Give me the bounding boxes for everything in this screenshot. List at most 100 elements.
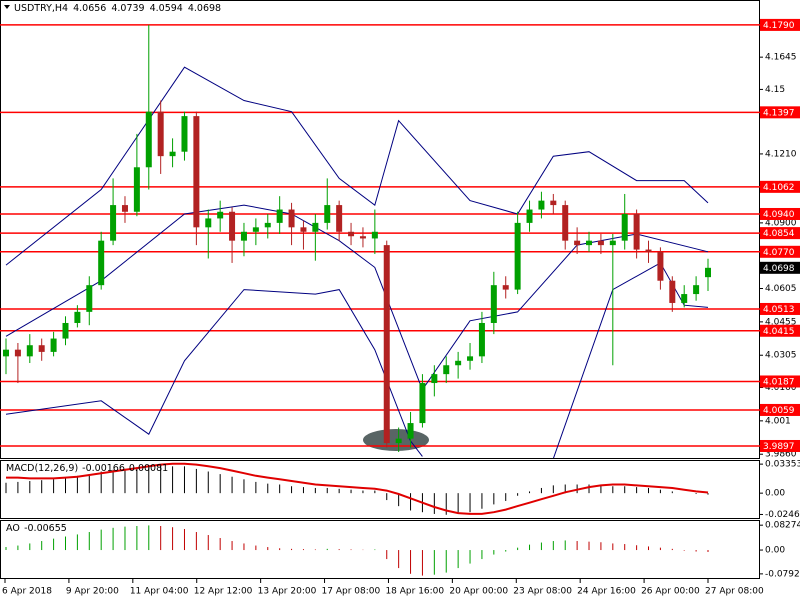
x-tick-label: 12 Apr 12:00 [194, 587, 253, 597]
main-panel [0, 0, 760, 459]
y-tick-label: 4.0455 [765, 317, 797, 327]
level-label: 4.0770 [763, 248, 795, 258]
level-label: 4.1397 [763, 108, 795, 118]
level-label: 4.0187 [763, 377, 795, 387]
chart-title: USDTRY,H4 4.0656 4.0739 4.0594 4.0698 [14, 3, 221, 14]
y-tick-label: 4.0900 [765, 218, 797, 228]
candle-body [693, 285, 700, 295]
y-tick-label: 0.03353 [765, 460, 800, 470]
candle-body [157, 111, 164, 157]
value: 4.0739 [111, 3, 144, 14]
level-box [760, 439, 800, 452]
candle-body [633, 213, 640, 250]
candle-body [205, 218, 212, 228]
value: -0.00166 [82, 463, 125, 474]
level-label: 4.1062 [763, 183, 795, 193]
x-tick-label: 24 Apr 16:00 [577, 587, 636, 597]
candle-body [62, 322, 69, 339]
y-tick-label: 0.00 [765, 489, 785, 499]
value: MACD(12,26,9) [6, 463, 78, 474]
candle-body [348, 231, 355, 237]
candle-body [336, 205, 343, 232]
menu-arrow[interactable] [4, 5, 10, 9]
candle-body [121, 205, 128, 212]
level-box [760, 180, 800, 193]
candle-body [240, 231, 247, 241]
y-tick-label: 4.1210 [765, 149, 797, 159]
level-box [760, 324, 800, 337]
y-tick-label: 4.0305 [765, 351, 797, 361]
y-tick-label: 0.08274 [765, 521, 800, 531]
macd-label: MACD(12,26,9) -0.00166 0.00081 [6, 463, 168, 474]
candle-body [597, 240, 604, 246]
candle-body [395, 438, 402, 444]
candle-body [586, 240, 593, 246]
price-box [760, 261, 800, 274]
level-label: 4.0513 [763, 305, 795, 315]
candle-body [478, 322, 485, 357]
y-tick-label: 4.0605 [765, 284, 797, 294]
candle-body [407, 423, 414, 439]
level-box [760, 227, 800, 240]
level-box [760, 18, 800, 31]
candle-body [288, 209, 295, 228]
candle-body [443, 365, 450, 375]
y-tick-label: 4.0160 [765, 383, 797, 393]
candle-body [252, 227, 259, 232]
macd-signal [6, 462, 709, 515]
candle-body [538, 200, 545, 210]
candle-body [705, 267, 711, 278]
candle-body [3, 349, 9, 357]
candle-body [98, 240, 105, 286]
candle-body [14, 349, 21, 357]
candle-body [502, 285, 509, 290]
y-tick-label: 4.15 [765, 85, 785, 95]
x-tick-label: 18 Apr 16:00 [385, 587, 444, 597]
candle-body [26, 345, 33, 357]
candle-body [359, 236, 366, 239]
x-tick-label: 23 Apr 08:00 [513, 587, 572, 597]
candle-body [419, 383, 426, 424]
y-tick-label: -0.07926 [765, 569, 800, 579]
y-tick-label: 4.1645 [765, 53, 797, 63]
candle-body [669, 280, 676, 303]
candle-body [431, 374, 438, 384]
level-box [760, 403, 800, 416]
candle-body [276, 209, 283, 223]
candle-body [574, 240, 581, 246]
level-label: 4.0415 [763, 327, 795, 337]
candle-body [681, 294, 688, 303]
y-tick-label: -0.0246 [765, 510, 800, 520]
candle-body [169, 151, 176, 157]
candle-body [145, 111, 152, 168]
candle-body [38, 345, 45, 352]
candle-body [645, 249, 652, 252]
x-tick-label: 17 Apr 08:00 [322, 587, 381, 597]
value: -0.00655 [24, 523, 67, 534]
candle-body [621, 213, 628, 241]
y-tick-label: 0.00 [765, 546, 785, 556]
level-label: 4.1790 [763, 21, 795, 31]
x-tick-label: 6 Apr 2018 [2, 587, 52, 597]
x-tick-label: 13 Apr 20:00 [258, 587, 317, 597]
candle-body [193, 116, 200, 228]
x-tick-label: 27 Apr 08:00 [705, 587, 764, 597]
candle-body [217, 211, 224, 219]
value: 4.0656 [73, 3, 106, 14]
level-label: 3.9897 [763, 442, 795, 452]
candle-body [562, 205, 569, 241]
price-label: 4.0698 [763, 264, 795, 274]
level-box [760, 106, 800, 119]
x-tick-label: 11 Apr 04:00 [130, 587, 189, 597]
level-box [760, 302, 800, 315]
level-label: 4.0940 [763, 210, 795, 220]
x-tick-label: 20 Apr 00:00 [449, 587, 508, 597]
y-tick-label: 4.001 [765, 416, 791, 426]
candle-body [526, 209, 533, 223]
level-label: 4.0059 [763, 406, 795, 416]
candle-body [550, 200, 557, 206]
candle-body [264, 222, 271, 228]
ao-panel [0, 520, 760, 579]
candle-body [74, 311, 81, 323]
